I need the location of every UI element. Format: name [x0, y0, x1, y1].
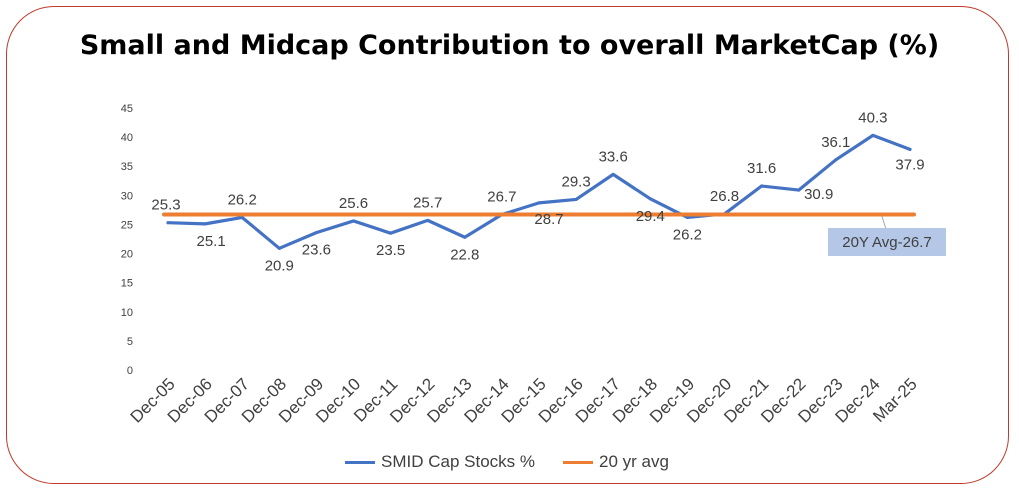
y-tick-label: 20 [121, 249, 133, 261]
y-tick-label: 40 [121, 132, 133, 144]
data-point [166, 221, 170, 225]
data-point [203, 222, 207, 226]
legend: SMID Cap Stocks % 20 yr avg [345, 452, 669, 472]
data-label: 31.6 [747, 160, 776, 177]
data-point [574, 197, 578, 201]
data-point [314, 231, 318, 235]
data-point [834, 158, 838, 162]
data-label: 26.7 [487, 189, 516, 206]
data-label: 29.3 [561, 173, 590, 190]
y-tick-label: 30 [121, 190, 133, 202]
annotation-leader [881, 216, 887, 230]
data-point [352, 219, 355, 223]
data-label: 28.7 [534, 211, 563, 228]
data-point [240, 215, 244, 219]
series-line-smid [166, 133, 912, 250]
average-annotation: 20Y Avg-26.7 [828, 228, 946, 256]
data-point [426, 218, 430, 222]
data-point [277, 246, 281, 250]
data-label: 33.6 [599, 148, 628, 165]
legend-item-avg: 20 yr avg [563, 452, 669, 472]
data-label: 25.6 [339, 195, 368, 212]
data-label: 30.9 [804, 186, 833, 203]
legend-swatch-avg [563, 460, 593, 464]
data-label: 22.8 [450, 246, 479, 263]
data-label: 25.1 [196, 233, 225, 250]
data-point [648, 197, 652, 201]
y-tick-label: 35 [121, 161, 133, 173]
legend-label-avg: 20 yr avg [599, 452, 669, 471]
data-label: 26.2 [673, 226, 702, 243]
data-point [463, 235, 467, 239]
data-label: 20.9 [265, 257, 294, 274]
data-label: 29.4 [636, 208, 665, 225]
y-tick-label: 10 [121, 307, 133, 319]
data-label: 25.3 [151, 197, 180, 214]
data-point [871, 133, 875, 137]
y-tick-label: 5 [127, 336, 133, 348]
data-point [760, 184, 764, 188]
legend-item-smid: SMID Cap Stocks % [345, 452, 535, 472]
data-label: 23.6 [302, 242, 331, 259]
data-label: 36.1 [821, 134, 850, 151]
data-point [389, 231, 393, 235]
y-tick-label: 25 [121, 219, 133, 231]
data-point [908, 147, 912, 151]
y-tick-label: 15 [121, 278, 133, 290]
chart-title: Small and Midcap Contribution to overall… [79, 30, 940, 61]
data-label: 26.8 [710, 188, 739, 205]
y-tick-label: 45 [121, 103, 133, 115]
y-tick-label: 0 [127, 365, 133, 377]
data-point [797, 188, 801, 192]
data-label: 40.3 [858, 109, 887, 126]
data-label: 25.7 [413, 194, 442, 211]
data-point [685, 215, 689, 219]
data-label: 23.5 [376, 242, 405, 259]
data-point [537, 201, 541, 205]
legend-swatch-smid [345, 460, 375, 464]
data-label: 37.9 [895, 156, 924, 173]
data-label: 26.2 [228, 191, 257, 208]
data-point [611, 172, 615, 176]
legend-label-smid: SMID Cap Stocks % [381, 452, 535, 471]
